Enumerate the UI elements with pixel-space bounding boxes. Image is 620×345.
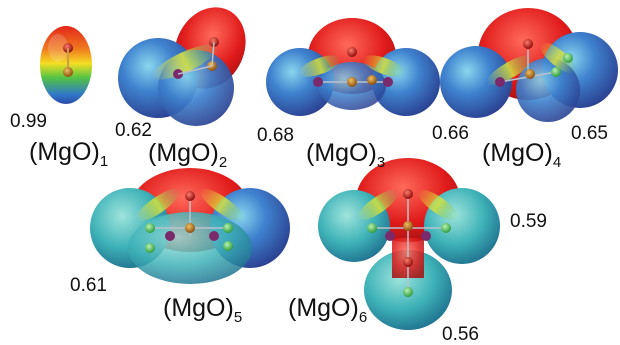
cluster-6-charge-right: 0.59 bbox=[510, 211, 547, 232]
cluster-5-charge: 0.61 bbox=[70, 275, 107, 296]
cluster-2-surface bbox=[118, 7, 246, 126]
cluster-4-label: (MgO)4 bbox=[482, 139, 562, 171]
cluster-2-label: (MgO)2 bbox=[148, 139, 228, 171]
cluster-4-surface bbox=[440, 8, 618, 122]
cluster-6-surface bbox=[318, 158, 500, 330]
cluster-3-surface bbox=[266, 18, 440, 116]
cluster-1-charge: 0.99 bbox=[10, 111, 47, 132]
cluster-1-surface bbox=[40, 26, 92, 104]
cluster-3-charge: 0.68 bbox=[257, 125, 294, 146]
cluster-3-label: (MgO)3 bbox=[306, 139, 386, 171]
cluster-5-label: (MgO)5 bbox=[163, 294, 243, 326]
cluster-1-label: (MgO)1 bbox=[29, 138, 109, 170]
cluster-4-charge-right: 0.65 bbox=[571, 123, 608, 144]
cluster-6-charge-bottom: 0.56 bbox=[442, 324, 479, 345]
cluster-5-surface bbox=[90, 168, 290, 284]
cluster-6-label: (MgO)6 bbox=[288, 294, 368, 326]
cluster-4-charge-left: 0.66 bbox=[432, 123, 469, 144]
cluster-2-charge: 0.62 bbox=[115, 120, 152, 141]
